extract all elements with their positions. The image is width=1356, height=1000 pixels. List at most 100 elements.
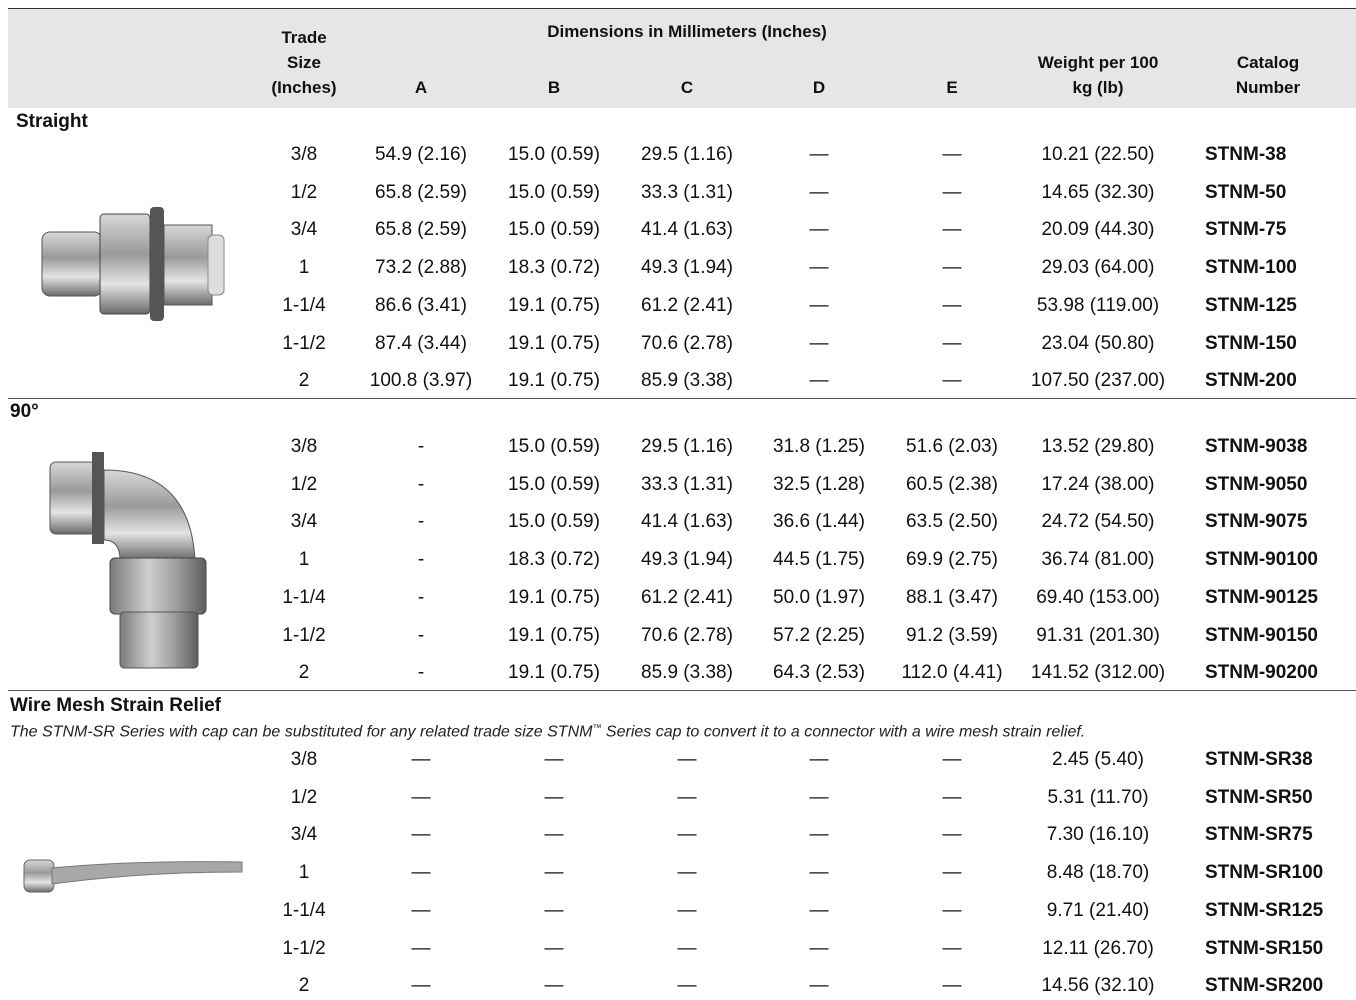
table-cell: —: [677, 899, 697, 921]
table-cell: —: [809, 370, 829, 392]
table-cell: 41.4 (1.63): [641, 219, 733, 241]
catalog-number: STNM-100: [1205, 257, 1297, 279]
table-cell: 141.52 (312.00): [1030, 662, 1166, 684]
table-cell: 2: [298, 975, 310, 997]
table-cell: —: [809, 749, 829, 770]
table-cell: —: [809, 824, 829, 846]
catalog-number: STNM-90150: [1205, 624, 1318, 646]
table-cell: —: [809, 786, 829, 808]
table-cell: 3/8: [290, 749, 318, 770]
table-cell: —: [677, 937, 697, 959]
catalog-number: STNM-150: [1205, 332, 1297, 354]
table-cell: —: [942, 975, 962, 997]
note-mark: ™: [592, 722, 602, 733]
table-cell: 5.31 (11.70): [1047, 786, 1149, 808]
catalog-number: STNM-SR38: [1205, 749, 1313, 770]
note-text-2: Series cap to convert it to a connector …: [601, 723, 1086, 741]
catalog-number: STNM-90125: [1205, 586, 1318, 608]
header-column: D: [812, 78, 826, 97]
table-cell: 13.52 (29.80): [1041, 436, 1155, 457]
table-cell: —: [942, 899, 962, 921]
table-cell: 3/8: [290, 144, 318, 165]
table-cell: 19.1 (0.75): [508, 370, 600, 392]
table-cell: 14.65 (32.30): [1041, 181, 1155, 203]
table-cell: —: [677, 786, 697, 808]
table-cell: —: [942, 181, 962, 203]
section-note: The STNM-SR Series with cap can be subst…: [10, 717, 1085, 742]
table-cell: 100.8 (3.97): [369, 370, 473, 392]
table-cell: 69.9 (2.75): [906, 549, 998, 571]
table-cell: 8.48 (18.70): [1046, 862, 1150, 884]
table-cell: —: [942, 219, 962, 241]
table-cell: 53.98 (119.00): [1036, 294, 1160, 316]
table-cell: 70.6 (2.78): [641, 624, 733, 646]
table-cell: 29.5 (1.16): [641, 436, 733, 457]
table-cell: 3/4: [290, 219, 318, 241]
table-cell: 18.3 (0.72): [508, 549, 600, 571]
table-cell: —: [942, 937, 962, 959]
table-cell: 19.1 (0.75): [508, 332, 600, 354]
table-cell: —: [544, 899, 564, 921]
table-cell: 88.1 (3.47): [906, 586, 998, 608]
table-cell: 20.09 (44.30): [1041, 219, 1155, 241]
table-cell: 19.1 (0.75): [508, 624, 600, 646]
table-cell: 1-1/4: [282, 586, 326, 608]
table-cell: 87.4 (3.44): [375, 332, 467, 354]
table-cell: 29.03 (64.00): [1041, 257, 1155, 279]
table-cell: 15.0 (0.59): [508, 511, 600, 533]
table-cell: -: [417, 511, 425, 533]
table-cell: 70.6 (2.78): [641, 332, 733, 354]
table-cell: —: [942, 370, 962, 392]
table-cell: 15.0 (0.59): [508, 181, 600, 203]
table-cell: 64.3 (2.53): [773, 662, 865, 684]
table-cell: —: [544, 786, 564, 808]
table-cell: 1-1/4: [282, 899, 326, 921]
strain-relief-image: [23, 859, 243, 893]
table-cell: —: [411, 786, 431, 808]
table-cell: -: [417, 436, 425, 457]
table-cell: 61.2 (2.41): [641, 586, 733, 608]
table-cell: 1-1/2: [282, 332, 326, 354]
table-cell: 57.2 (2.25): [773, 624, 865, 646]
table-cell: —: [809, 257, 829, 279]
table-cell: 44.5 (1.75): [773, 549, 865, 571]
table-cell: —: [677, 824, 697, 846]
catalog-number: STNM-125: [1205, 294, 1297, 316]
header-column: E: [946, 78, 958, 97]
table-cell: 1: [298, 549, 310, 571]
table-cell: 2: [298, 370, 310, 392]
catalog-number: STNM-SR75: [1205, 824, 1313, 846]
section-divider: [8, 398, 1356, 399]
table-cell: 63.5 (2.50): [906, 511, 998, 533]
straight-connector-image: [41, 207, 225, 321]
table-cell: —: [677, 975, 697, 997]
catalog-number: STNM-90100: [1205, 549, 1318, 571]
table-cell: 1/2: [290, 473, 318, 495]
table-cell: 60.5 (2.38): [906, 473, 998, 495]
table-cell: 7.30 (16.10): [1046, 824, 1150, 846]
table-cell: —: [942, 749, 962, 770]
table-cell: 107.50 (237.00): [1030, 370, 1166, 392]
table-cell: —: [411, 937, 431, 959]
table-cell: 1/2: [290, 786, 318, 808]
table-cell: 54.9 (2.16): [375, 144, 467, 165]
table-cell: —: [809, 219, 829, 241]
table-cell: 19.1 (0.75): [508, 294, 600, 316]
table-cell: 19.1 (0.75): [508, 662, 600, 684]
table-cell: —: [677, 749, 697, 770]
table-cell: 15.0 (0.59): [508, 436, 600, 457]
table-cell: 3/4: [290, 511, 318, 533]
table-cell: 91.31 (201.30): [1036, 624, 1160, 646]
table-cell: 1: [298, 862, 310, 884]
table-cell: 19.1 (0.75): [508, 586, 600, 608]
table-cell: —: [411, 899, 431, 921]
table-cell: 10.21 (22.50): [1041, 144, 1155, 165]
table-cell: —: [809, 899, 829, 921]
catalog-number: STNM-SR125: [1205, 899, 1324, 921]
table-cell: -: [417, 662, 425, 684]
table-cell: —: [411, 749, 431, 770]
table-cell: -: [417, 624, 425, 646]
table-cell: 50.0 (1.97): [773, 586, 865, 608]
elbow-connector-image: [49, 452, 207, 669]
table-cell: —: [544, 862, 564, 884]
